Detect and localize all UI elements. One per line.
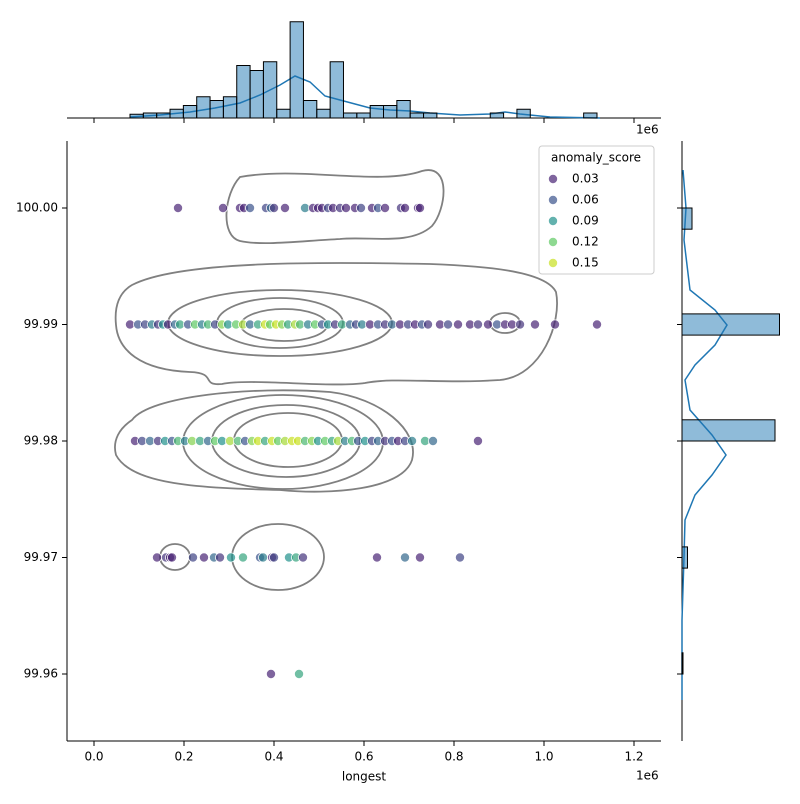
right-kde xyxy=(681,169,728,700)
scatter-point xyxy=(294,669,305,680)
scatter-point xyxy=(237,552,248,563)
legend-marker xyxy=(548,194,559,205)
scatter-point xyxy=(268,552,279,563)
scatter-point xyxy=(472,435,483,446)
top-hist-bar xyxy=(276,108,291,119)
scatter-point xyxy=(443,319,454,330)
scatter-point xyxy=(483,319,494,330)
top-hist-bar xyxy=(342,112,358,119)
top-hist-bar xyxy=(289,21,304,119)
scatter-point xyxy=(399,202,410,213)
top-hist-bar xyxy=(396,100,411,119)
legend-label: 0.12 xyxy=(572,235,599,249)
legend-label: 0.06 xyxy=(572,193,599,207)
scatter-point xyxy=(245,202,256,213)
y-tick-label: 100.00 xyxy=(16,200,58,214)
scatter-point xyxy=(414,552,425,563)
top-hist-bar xyxy=(583,112,598,119)
x-tick-label: 0.4 xyxy=(264,750,283,764)
scatter-point xyxy=(268,202,279,213)
top-hist-bar xyxy=(129,113,144,119)
top-hist-bar xyxy=(409,112,425,119)
right-hist-bar xyxy=(681,207,693,230)
scatter-point xyxy=(187,552,198,563)
top-hist-bar xyxy=(142,112,158,119)
top-hist-bar xyxy=(196,96,211,119)
x-tick-label: 1.2 xyxy=(624,750,643,764)
x-tick-label: 0.8 xyxy=(444,750,463,764)
scatter-point xyxy=(214,552,225,563)
scatter-point xyxy=(265,669,276,680)
scatter-point xyxy=(218,202,229,213)
top-hist-bar xyxy=(316,108,331,119)
y-tick-label: 99.97 xyxy=(24,550,58,564)
right-hist-bar xyxy=(681,546,688,569)
top-hist-bar xyxy=(262,61,278,119)
scatter-point xyxy=(515,319,526,330)
top-hist-bar xyxy=(222,96,238,119)
top-hist-bar xyxy=(489,112,505,119)
top-offset-label: 1e6 xyxy=(636,123,659,137)
scatter-point xyxy=(340,202,351,213)
top-hist-bar xyxy=(169,108,184,119)
scatter-point xyxy=(173,202,184,213)
top-hist-bar xyxy=(156,112,171,119)
scatter-point xyxy=(258,552,269,563)
top-hist-bar xyxy=(209,100,224,119)
top-hist-bar xyxy=(516,108,531,119)
scatter-point xyxy=(225,552,236,563)
legend-label: 0.15 xyxy=(572,256,599,270)
scatter-point xyxy=(592,319,603,330)
scatter-point xyxy=(279,202,290,213)
scatter-point xyxy=(414,202,425,213)
top-hist-bar xyxy=(383,105,398,119)
x-axis-label: longest xyxy=(342,770,387,784)
right-hist-bar xyxy=(681,419,776,442)
scatter-point xyxy=(454,552,465,563)
scatter-point xyxy=(372,552,383,563)
top-hist-bar xyxy=(356,112,371,119)
top-hist-bar xyxy=(369,105,385,119)
legend-label: 0.03 xyxy=(572,172,599,186)
right-hist-bar xyxy=(681,652,684,675)
top-hist-bar xyxy=(236,65,251,119)
scatter-point xyxy=(549,319,560,330)
scatter-point xyxy=(151,552,162,563)
legend-marker xyxy=(548,215,559,226)
scatter-point xyxy=(472,319,483,330)
density-contours xyxy=(114,169,558,591)
x-tick-label: 0.6 xyxy=(354,750,373,764)
x-offset-label: 1e6 xyxy=(636,769,659,783)
scatter-point xyxy=(530,319,541,330)
scatter-point xyxy=(427,435,438,446)
legend-marker xyxy=(548,257,559,268)
top-hist-bar xyxy=(423,112,438,119)
scatter-point xyxy=(166,552,177,563)
scatter-point xyxy=(399,552,410,563)
legend-marker xyxy=(548,173,559,184)
x-tick-label: 1.0 xyxy=(534,750,553,764)
scatter-point xyxy=(380,202,391,213)
y-tick-label: 99.98 xyxy=(24,434,58,448)
legend-label: 0.09 xyxy=(572,214,599,228)
scatter-point xyxy=(422,319,433,330)
right-hist-bar xyxy=(681,313,780,336)
scatter-point xyxy=(297,552,308,563)
scatter-point xyxy=(407,435,418,446)
legend-box xyxy=(538,145,655,275)
scatter-point xyxy=(453,319,464,330)
top-hist-bar xyxy=(249,70,264,119)
y-tick-label: 99.99 xyxy=(24,317,58,331)
scatter-point xyxy=(355,202,366,213)
top-hist-bar xyxy=(302,100,318,119)
x-tick-label: 0.0 xyxy=(84,750,103,764)
y-tick-label: 99.96 xyxy=(24,667,58,681)
legend-marker xyxy=(548,236,559,247)
scatter-point xyxy=(198,552,209,563)
top-hist-bar xyxy=(182,105,198,119)
legend-title: anomaly_score xyxy=(551,151,641,165)
x-tick-label: 0.2 xyxy=(174,750,193,764)
top-hist-bar xyxy=(329,61,344,119)
